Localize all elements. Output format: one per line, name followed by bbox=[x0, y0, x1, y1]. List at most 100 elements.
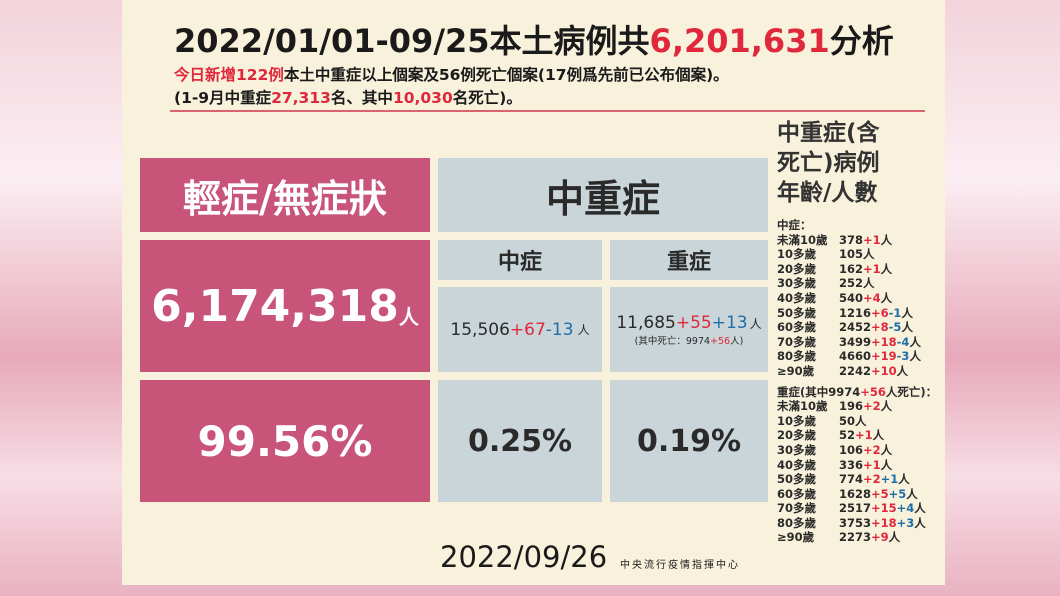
change: +5 bbox=[871, 486, 889, 501]
unit: 人 bbox=[398, 304, 419, 329]
change: +5 bbox=[888, 486, 907, 501]
unit: 人 bbox=[901, 305, 913, 320]
age-count: 162 bbox=[839, 261, 864, 276]
age-row: ≥90歲 2242+10人 bbox=[777, 364, 937, 379]
unit: 人 bbox=[909, 334, 921, 349]
age-row: 70多歲 2517+15+4人 bbox=[777, 501, 937, 516]
side-list: 中症： 未滿10歲 378+1人 10多歲 105人 20多歲 162+1人 30多歲 252人… bbox=[777, 218, 937, 545]
change: +13 bbox=[711, 312, 748, 333]
age-row: 30多歲 106+2人 bbox=[777, 443, 937, 458]
change: +6 bbox=[871, 305, 889, 320]
critical-label-text: 重症(其中9974 bbox=[777, 384, 861, 399]
change: +10 bbox=[871, 363, 897, 378]
unit: 人 bbox=[914, 501, 926, 516]
change: +19 bbox=[871, 349, 897, 364]
age-count: 252 bbox=[839, 276, 864, 291]
age-count: 540 bbox=[839, 290, 864, 305]
age-count: 2452 bbox=[839, 320, 872, 335]
summary-highlight: 今日新增122例 bbox=[174, 66, 284, 84]
change: +18 bbox=[871, 515, 897, 530]
unit: 人 bbox=[909, 349, 921, 364]
age-count: 774 bbox=[839, 472, 864, 487]
moderate-count-cell: 15,506 +67 -13 人 bbox=[438, 287, 602, 372]
title-total: 6,201,631 bbox=[649, 22, 830, 60]
age-row: 50多歲 774+2+1人 bbox=[777, 472, 937, 487]
change: +4 bbox=[863, 290, 881, 305]
change: +56 bbox=[710, 335, 731, 347]
age-row: 60多歲 2452+8-5人 bbox=[777, 320, 937, 335]
change: +1 bbox=[880, 472, 899, 487]
title: 2022/01/01-09/25本土病例共6,201,631分析 bbox=[174, 16, 894, 62]
age-group: 10多歲 bbox=[777, 413, 817, 428]
change: +56 bbox=[860, 384, 886, 399]
change: -1 bbox=[888, 305, 902, 320]
unit: 人 bbox=[872, 428, 885, 443]
age-count: 1628 bbox=[839, 486, 872, 501]
unit: 人 bbox=[880, 399, 893, 414]
poster: 2022/01/01-09/25本土病例共6,201,631分析 今日新增122… bbox=[122, 0, 945, 585]
critical-count-cell: 11,685+55+13 人 (其中死亡：9974+56人) bbox=[610, 287, 768, 372]
unit: 人 bbox=[863, 276, 875, 291]
age-row: 70多歲 3499+18-4人 bbox=[777, 335, 937, 350]
mild-pct: 99.56% bbox=[140, 380, 430, 502]
unit: 人 bbox=[863, 247, 875, 262]
age-group: 未滿10歲 bbox=[777, 399, 828, 414]
age-count: 3499 bbox=[839, 334, 872, 349]
age-row: 40多歲 540+4人 bbox=[777, 291, 937, 306]
summary-highlight: 27,313 bbox=[271, 89, 331, 107]
age-group: 80多歲 bbox=[777, 515, 817, 530]
change: +9 bbox=[871, 530, 889, 545]
divider bbox=[170, 110, 925, 112]
age-group: 50多歲 bbox=[777, 472, 817, 487]
age-group: 20多歲 bbox=[777, 428, 817, 443]
summary-text: (1-9月中重症 bbox=[174, 89, 272, 107]
age-group: ≥90歲 bbox=[777, 530, 815, 545]
summary-line: (1-9月中重症27,313名、其中10,030名死亡)。 bbox=[174, 86, 522, 108]
unit: 人 bbox=[914, 515, 926, 530]
summary-text: 名死亡)。 bbox=[452, 89, 522, 107]
side-title-line: 死亡)病例 bbox=[777, 150, 880, 176]
age-count: 3753 bbox=[839, 515, 872, 530]
age-group: 10多歲 bbox=[777, 247, 817, 262]
age-count: 336 bbox=[839, 457, 864, 472]
date: 2022/09/26 bbox=[440, 540, 608, 574]
unit: 人 bbox=[901, 320, 913, 335]
unit: 人 bbox=[888, 530, 901, 545]
summary-highlight: 10,030 bbox=[392, 89, 453, 107]
unit: 人 bbox=[749, 316, 762, 331]
age-count: 378 bbox=[839, 232, 864, 247]
summary-text: 名、其中 bbox=[330, 89, 393, 107]
age-group: 30多歲 bbox=[777, 442, 817, 457]
critical-count: 11,685 bbox=[616, 312, 676, 333]
age-group: 70多歲 bbox=[777, 334, 817, 349]
age-group: 60多歲 bbox=[777, 320, 817, 335]
age-row: 80多歲 4660+19-3人 bbox=[777, 349, 937, 364]
side-title-line: 中重症(含 bbox=[777, 120, 880, 146]
severe-header: 中重症 bbox=[438, 158, 768, 232]
age-row: 50多歲 1216+6-1人 bbox=[777, 306, 937, 321]
change: -5 bbox=[888, 320, 902, 335]
deaths-text: 人) bbox=[730, 335, 744, 347]
summary-text: 本土中重症以上個案及56例死亡個案(17例爲先前已公布個案)。 bbox=[283, 66, 729, 84]
moderate-count: 15,506 bbox=[450, 319, 510, 340]
critical-label-text: 人死亡)： bbox=[885, 384, 938, 399]
unit: 人 bbox=[896, 363, 909, 378]
unit: 人 bbox=[880, 442, 893, 457]
age-group: 60多歲 bbox=[777, 486, 817, 501]
mild-count: 6,174,318 bbox=[151, 280, 399, 332]
age-row: 20多歲 52+1人 bbox=[777, 428, 937, 443]
change: +1 bbox=[863, 457, 881, 472]
age-count: 196 bbox=[839, 399, 864, 414]
change: -4 bbox=[896, 334, 910, 349]
unit: 人 bbox=[855, 413, 867, 428]
moderate-pct: 0.25% bbox=[438, 380, 602, 502]
age-group: 未滿10歲 bbox=[777, 232, 828, 247]
age-group: 70多歲 bbox=[777, 501, 817, 516]
change: +67 bbox=[509, 319, 546, 340]
change: +2 bbox=[863, 399, 881, 414]
age-row: 40多歲 336+1人 bbox=[777, 458, 937, 473]
critical-header: 重症 bbox=[610, 240, 768, 280]
mild-count-cell: 6,174,318 人 bbox=[140, 240, 430, 372]
age-count: 4660 bbox=[839, 349, 872, 364]
